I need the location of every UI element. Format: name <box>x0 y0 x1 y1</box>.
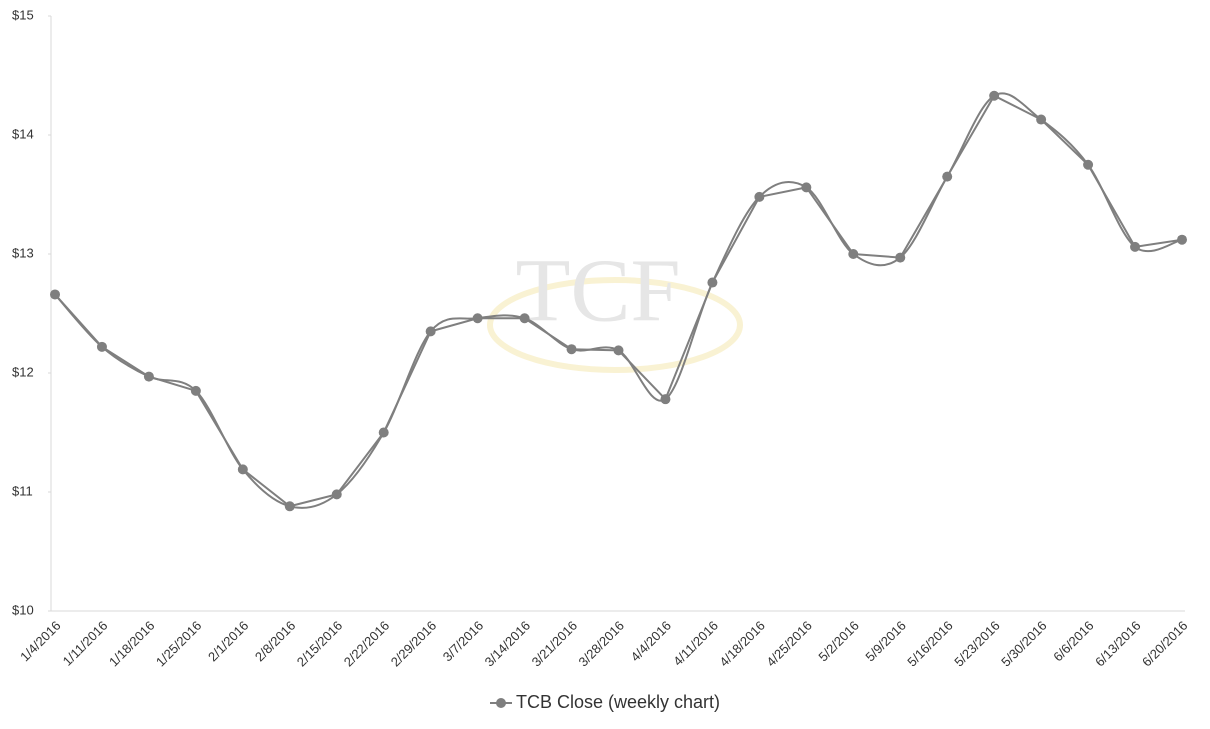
point <box>237 464 248 475</box>
x-tick-label: 1/4/2016 <box>17 618 63 664</box>
x-tick-label: 4/11/2016 <box>670 618 721 669</box>
point <box>143 371 154 382</box>
y-tick-label: $12 <box>12 364 34 379</box>
x-tick-label: 1/11/2016 <box>60 618 111 669</box>
point <box>1083 159 1094 170</box>
x-tick-label: 2/1/2016 <box>205 618 251 664</box>
x-tick-label: 1/25/2016 <box>153 618 205 670</box>
point <box>848 249 859 259</box>
x-tick-label: 6/20/2016 <box>1139 618 1191 670</box>
point <box>378 427 389 438</box>
point <box>50 289 60 300</box>
watermark-ring <box>487 277 743 373</box>
point <box>942 171 953 182</box>
point <box>660 394 671 405</box>
x-tick-label: 5/2/2016 <box>815 618 861 664</box>
x-tick-label: 2/29/2016 <box>388 618 440 670</box>
x-tick-label: 5/23/2016 <box>951 618 1003 670</box>
point <box>425 326 436 337</box>
legend-label: TCB Close (weekly chart) <box>516 692 720 712</box>
y-tick-label: $13 <box>12 245 34 260</box>
x-tick-label: 2/15/2016 <box>294 618 346 670</box>
x-tick-label: 4/4/2016 <box>628 618 674 664</box>
y-tick-label: $15 <box>12 7 34 22</box>
x-tick-label: 1/18/2016 <box>106 618 158 670</box>
point <box>754 191 765 202</box>
point <box>1036 114 1047 125</box>
point <box>895 252 906 263</box>
x-tick-label: 2/8/2016 <box>252 618 298 664</box>
point <box>613 345 624 356</box>
x-tick-label: 5/16/2016 <box>904 618 956 670</box>
point <box>331 489 342 500</box>
point <box>96 341 107 352</box>
x-tick-label: 3/7/2016 <box>440 618 486 664</box>
y-tick-label: $11 <box>12 483 33 498</box>
point <box>801 182 812 193</box>
x-tick-label: 4/25/2016 <box>763 618 815 670</box>
x-tick-label: 6/6/2016 <box>1050 618 1096 664</box>
watermark: TCF <box>515 242 680 341</box>
point <box>1177 234 1187 245</box>
x-tick-label: 4/18/2016 <box>716 618 768 670</box>
y-tick-label: $10 <box>12 602 34 617</box>
point <box>707 277 718 288</box>
point <box>190 385 201 396</box>
x-tick-label: 5/30/2016 <box>998 618 1050 670</box>
point <box>284 501 295 512</box>
point <box>566 344 577 355</box>
point <box>1130 241 1141 252</box>
x-tick-label: 3/14/2016 <box>482 618 534 670</box>
point <box>472 313 483 324</box>
x-tick-label: 2/22/2016 <box>341 618 393 670</box>
x-tick-label: 3/28/2016 <box>576 618 628 670</box>
y-tick-label: $14 <box>12 126 34 141</box>
x-tick-label: 3/21/2016 <box>529 618 581 670</box>
legend-marker <box>496 698 506 708</box>
point <box>519 313 530 324</box>
x-tick-label: 5/9/2016 <box>862 618 908 664</box>
point <box>989 90 1000 101</box>
x-tick-label: 6/13/2016 <box>1092 618 1144 670</box>
